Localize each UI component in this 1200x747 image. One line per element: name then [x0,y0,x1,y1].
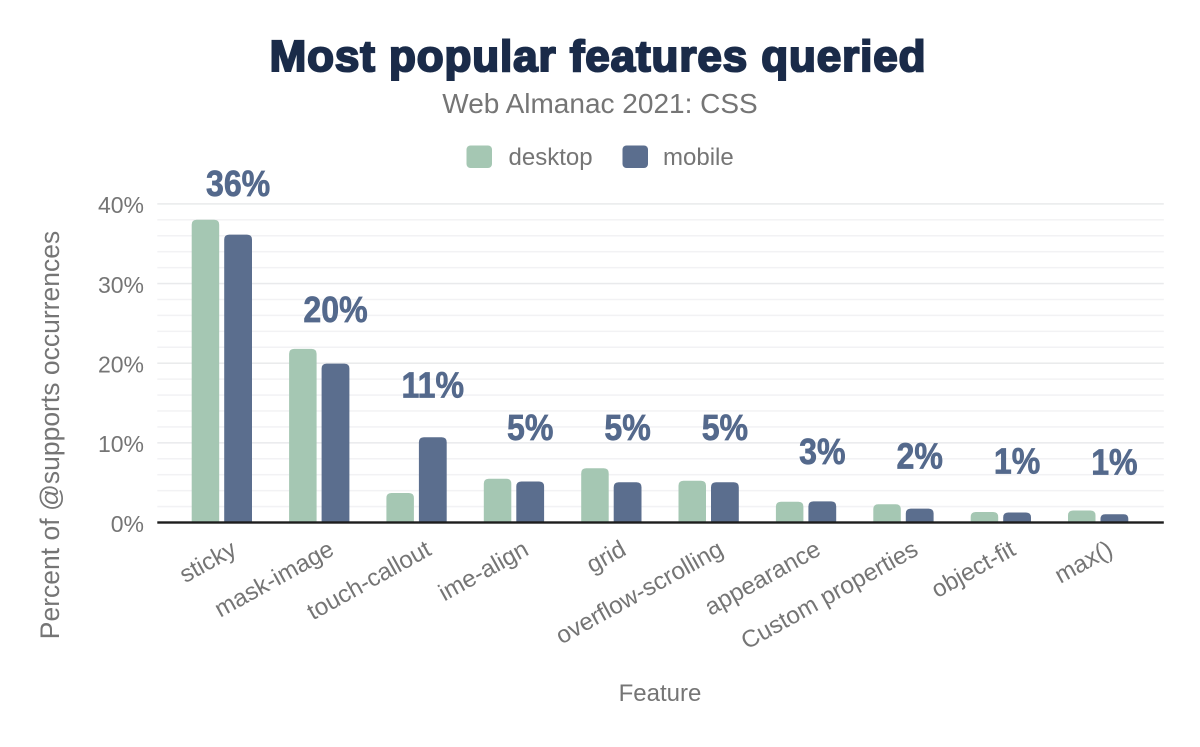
svg-text:desktop: desktop [509,144,593,171]
svg-text:Feature: Feature [619,680,702,707]
svg-text:1%: 1% [994,442,1040,482]
svg-text:Percent of @supports occurrenc: Percent of @supports occurrences [35,231,65,639]
svg-text:10%: 10% [98,431,144,457]
svg-text:3%: 3% [799,432,845,472]
svg-text:5%: 5% [702,408,748,448]
svg-text:40%: 40% [98,192,144,218]
svg-text:36%: 36% [206,164,270,204]
svg-text:mobile: mobile [663,144,734,171]
svg-text:2%: 2% [896,437,942,477]
svg-text:20%: 20% [98,352,144,378]
svg-text:Web Almanac 2021: CSS: Web Almanac 2021: CSS [442,88,757,119]
svg-text:30%: 30% [98,272,144,298]
svg-text:5%: 5% [604,408,650,448]
svg-text:0%: 0% [111,511,144,537]
svg-text:Most popular features queried: Most popular features queried [270,32,927,81]
svg-text:1%: 1% [1091,443,1137,483]
svg-text:5%: 5% [507,408,553,448]
svg-text:20%: 20% [303,290,367,330]
svg-text:11%: 11% [402,366,464,406]
